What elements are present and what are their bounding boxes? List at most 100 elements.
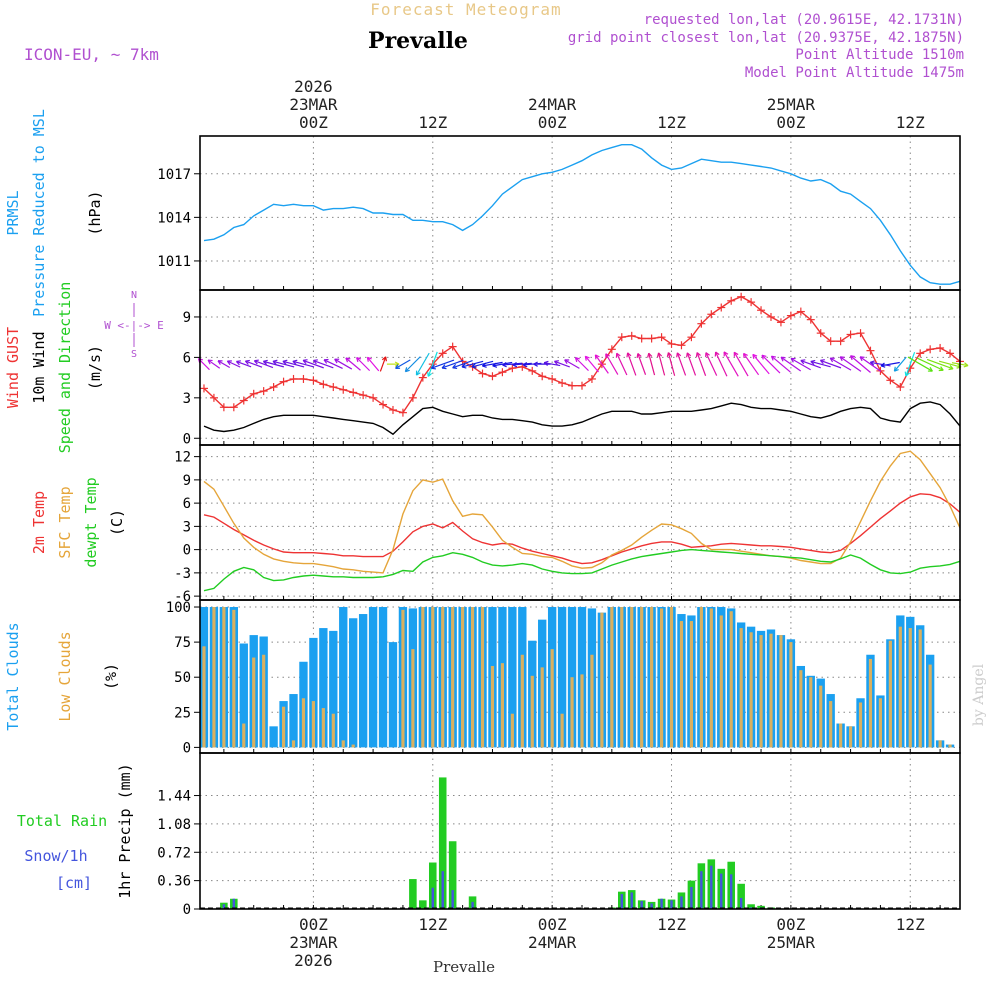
wind-arrow-shaft xyxy=(880,361,900,367)
wind-arrow-head xyxy=(282,359,288,362)
gust-marker xyxy=(806,315,815,324)
2m-temp-line xyxy=(203,493,961,565)
panel-label: SFC Temp xyxy=(56,486,74,558)
wind-arrow xyxy=(916,357,944,372)
top-time-label: 12Z xyxy=(896,113,925,132)
gust-marker xyxy=(438,349,447,358)
low-clouds-bar xyxy=(918,629,922,748)
wind-arrow-head xyxy=(471,366,477,369)
low-clouds-bar xyxy=(520,654,524,748)
wind-arrow xyxy=(893,356,907,372)
wind-arrow-head xyxy=(839,356,843,362)
gust-marker xyxy=(289,374,298,383)
clouds-panel: 0 25 50 75 100 Total Clouds Low Clouds (%) xyxy=(4,599,961,756)
wind-arrow-shaft xyxy=(743,353,760,376)
wind-arrow-head xyxy=(441,367,447,370)
wind-arrow-head xyxy=(676,352,678,358)
total-clouds-bar xyxy=(349,618,358,748)
snow-bar xyxy=(640,901,643,909)
wind-arrow-head xyxy=(262,360,268,365)
bottom-time-label: 24MAR xyxy=(528,933,577,952)
bottom-time-label: 25MAR xyxy=(767,933,816,952)
wind-arrow-head xyxy=(533,363,538,367)
low-clouds-bar xyxy=(351,744,355,748)
gust-marker xyxy=(766,312,775,321)
low-clouds-bar xyxy=(431,607,435,748)
low-clouds-bar xyxy=(281,706,286,748)
wind-arrow-head xyxy=(849,355,853,361)
wind-arrow xyxy=(404,356,421,373)
wind-arrow xyxy=(594,354,609,374)
snow-bar xyxy=(650,903,653,909)
wind-arrow-head xyxy=(334,358,338,364)
wind-arrow-shaft xyxy=(272,360,295,368)
wind-arrow xyxy=(705,352,718,376)
snow-bar xyxy=(441,871,444,909)
low-clouds-bar xyxy=(441,607,445,748)
total-clouds-bar xyxy=(329,630,338,748)
wind-arrow xyxy=(244,359,263,368)
wind-arrow xyxy=(829,357,852,371)
wind-arrow-shaft xyxy=(366,356,380,372)
bottom-time-label: 2026 xyxy=(294,951,333,970)
low-clouds-bar xyxy=(759,635,763,748)
total-clouds-bar xyxy=(358,614,368,748)
wind-arrow xyxy=(427,351,438,377)
wind-arrow xyxy=(752,353,770,375)
credit-watermark: by Angel xyxy=(971,663,987,726)
gust-marker xyxy=(717,303,726,312)
wind-arrow-shaft xyxy=(323,359,343,370)
top-time-label: 12Z xyxy=(418,113,447,132)
point-altitude: Point Altitude 1510m xyxy=(795,47,964,63)
wind-arrow xyxy=(770,355,791,373)
top-time-label: 23MAR xyxy=(289,95,338,114)
y-tick-label: 0 xyxy=(183,431,191,447)
top-time-label: 00Z xyxy=(776,113,805,132)
gust-marker xyxy=(548,374,557,383)
low-clouds-bar xyxy=(739,628,743,748)
wind-arrow xyxy=(207,359,221,369)
top-time-label: 25MAR xyxy=(767,95,816,114)
wind-arrow-shaft xyxy=(705,352,718,376)
snow-bar xyxy=(739,897,743,909)
gust-marker xyxy=(359,391,368,400)
y-tick-label: 50 xyxy=(174,670,191,686)
rain-bar xyxy=(438,777,447,909)
rain-bar xyxy=(419,900,427,909)
wind-arrow xyxy=(800,359,821,369)
low-clouds-bar xyxy=(868,658,873,748)
snow-bar xyxy=(232,898,236,909)
total-clouds-bar xyxy=(289,694,298,748)
wind-arrow xyxy=(430,359,455,370)
wind-arrow-shaft xyxy=(564,359,580,369)
wind-arrow xyxy=(312,359,334,369)
gust-marker xyxy=(677,341,686,350)
wind-arrow xyxy=(253,359,274,369)
low-clouds-bar xyxy=(252,657,256,748)
wind-arrow-head xyxy=(905,372,910,377)
precip-legend-text: [cm] xyxy=(56,874,92,892)
wind-arrow-shaft xyxy=(502,362,523,366)
wind-arrow-head xyxy=(666,352,669,358)
low-clouds-bar xyxy=(809,677,813,748)
panel-frame xyxy=(199,135,961,291)
wind-arrow xyxy=(780,356,802,372)
wind-arrow-shaft xyxy=(780,356,802,372)
low-clouds-bar xyxy=(490,665,495,748)
snow-bar xyxy=(222,904,226,909)
wind-arrow xyxy=(880,361,900,368)
wind-arrow-head xyxy=(452,363,457,369)
wind-arrow-head xyxy=(394,361,400,365)
wind-arrow-shaft xyxy=(263,360,285,368)
wind-arrow xyxy=(723,351,739,377)
gust-marker xyxy=(329,383,338,392)
wind-arrow-head xyxy=(431,367,436,370)
wind-arrow-head xyxy=(904,371,907,377)
wind-arrow-head xyxy=(800,360,805,365)
bottom-time-label: 00Z xyxy=(776,915,805,934)
panel-label: Low Clouds xyxy=(56,631,74,721)
wind-arrow xyxy=(217,360,231,369)
wind-arrow xyxy=(904,351,916,377)
wind-arrow-head xyxy=(292,359,298,362)
wind-arrow-shaft xyxy=(554,360,570,368)
